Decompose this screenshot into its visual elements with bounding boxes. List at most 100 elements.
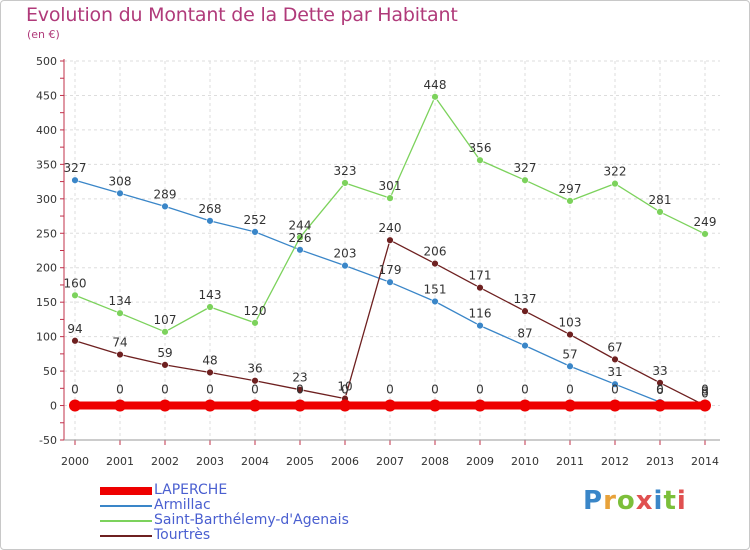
data-point-tourtr-s <box>431 259 439 268</box>
data-point-armillac <box>206 217 214 225</box>
data-point-laperche <box>564 399 576 412</box>
data-label-tourtr-s: 0 <box>701 387 709 401</box>
data-point-tourtr-s <box>161 361 169 369</box>
y-tick-label: -50 <box>39 434 57 447</box>
data-label-laperche: 0 <box>566 383 574 397</box>
data-label-armillac: 226 <box>289 231 312 245</box>
data-label-laperche: 0 <box>521 383 529 397</box>
data-label-tourtr-s: 67 <box>607 340 622 354</box>
data-point-saint-barth-lemy-d-agenais <box>521 176 529 184</box>
data-point-saint-barth-lemy-d-agenais <box>251 319 259 327</box>
logo-letter: t <box>663 486 677 516</box>
data-label-laperche: 0 <box>71 383 79 397</box>
data-point-tourtr-s <box>386 236 394 244</box>
logo-letter: x <box>635 486 654 516</box>
data-label-laperche: 0 <box>701 383 709 397</box>
legend-label: LAPERCHE <box>154 482 228 498</box>
y-tick-label: 350 <box>36 158 57 171</box>
logo-letter: o <box>616 486 636 516</box>
data-label-saint-barth-lemy-d-agenais: 323 <box>334 164 357 178</box>
data-point-laperche <box>654 399 666 412</box>
data-point-tourtr-s <box>476 284 484 292</box>
data-label-laperche: 0 <box>341 383 349 397</box>
data-label-saint-barth-lemy-d-agenais: 120 <box>244 304 267 318</box>
data-label-laperche: 0 <box>296 383 304 397</box>
data-point-tourtr-s <box>521 307 529 315</box>
y-tick-label: 0 <box>50 400 57 413</box>
data-label-armillac: 3 <box>701 384 709 398</box>
x-tick-label: 2008 <box>421 455 449 468</box>
x-tick-label: 2005 <box>286 455 314 468</box>
data-label-tourtr-s: 240 <box>379 221 402 235</box>
data-point-armillac <box>161 202 169 211</box>
y-tick-label: 150 <box>36 296 57 309</box>
data-point-saint-barth-lemy-d-agenais <box>296 233 304 242</box>
data-label-laperche: 0 <box>476 383 484 397</box>
legend-label: Saint-Barthélemy-d'Agenais <box>154 512 349 528</box>
data-point-laperche <box>339 399 351 412</box>
data-label-armillac: 252 <box>244 213 267 227</box>
data-point-armillac <box>116 189 124 198</box>
y-tick-label: 450 <box>36 89 57 102</box>
data-point-saint-barth-lemy-d-agenais <box>116 309 124 317</box>
data-label-saint-barth-lemy-d-agenais: 327 <box>514 161 537 175</box>
data-label-tourtr-s: 23 <box>292 371 307 385</box>
data-point-saint-barth-lemy-d-agenais <box>566 197 574 205</box>
data-label-saint-barth-lemy-d-agenais: 448 <box>424 78 447 92</box>
logo-letter: P <box>583 486 604 516</box>
data-label-saint-barth-lemy-d-agenais: 356 <box>469 141 492 155</box>
x-tick-label: 2007 <box>376 455 404 468</box>
y-tick-label: 400 <box>36 124 57 137</box>
data-label-saint-barth-lemy-d-agenais: 281 <box>649 193 672 207</box>
data-point-tourtr-s <box>296 385 304 394</box>
data-point-saint-barth-lemy-d-agenais <box>476 156 484 164</box>
x-tick-label: 2014 <box>691 455 719 468</box>
data-point-tourtr-s <box>611 355 619 364</box>
chart-subtitle: (en €) <box>27 28 60 41</box>
x-tick-label: 2000 <box>61 455 89 468</box>
data-label-laperche: 0 <box>656 383 664 397</box>
data-point-saint-barth-lemy-d-agenais <box>431 93 439 101</box>
data-point-tourtr-s <box>206 368 214 377</box>
data-label-saint-barth-lemy-d-agenais: 322 <box>604 165 627 179</box>
data-label-saint-barth-lemy-d-agenais: 160 <box>64 276 87 290</box>
data-point-saint-barth-lemy-d-agenais <box>71 291 79 299</box>
data-label-tourtr-s: 94 <box>67 322 82 336</box>
x-tick-label: 2004 <box>241 455 269 468</box>
y-tick-label: 100 <box>36 331 57 344</box>
data-label-armillac: 289 <box>154 187 177 201</box>
data-label-saint-barth-lemy-d-agenais: 143 <box>199 288 222 302</box>
data-point-tourtr-s <box>566 330 574 339</box>
data-point-laperche <box>204 399 216 412</box>
x-tick-label: 2006 <box>331 455 359 468</box>
data-label-laperche: 0 <box>431 383 439 397</box>
logo-letter: i <box>653 486 664 516</box>
data-point-laperche <box>114 399 126 412</box>
data-point-saint-barth-lemy-d-agenais <box>341 179 349 187</box>
data-label-armillac: 308 <box>109 174 132 188</box>
data-label-armillac: 179 <box>379 263 402 277</box>
data-label-saint-barth-lemy-d-agenais: 301 <box>379 179 402 193</box>
data-label-tourtr-s: 36 <box>247 362 262 376</box>
data-label-laperche: 0 <box>251 383 259 397</box>
logo-letter: r <box>603 486 617 516</box>
data-label-saint-barth-lemy-d-agenais: 134 <box>109 294 132 308</box>
data-label-tourtr-s: 10 <box>337 380 352 394</box>
x-tick-label: 2009 <box>466 455 494 468</box>
x-tick-label: 2011 <box>556 455 584 468</box>
x-tick-label: 2003 <box>196 455 224 468</box>
data-point-saint-barth-lemy-d-agenais <box>161 328 169 336</box>
x-tick-label: 2002 <box>151 455 179 468</box>
data-point-tourtr-s <box>71 337 79 345</box>
data-point-armillac <box>521 341 529 350</box>
y-tick-label: 50 <box>43 365 57 378</box>
legend-swatch-saint-barth-lemy-d-agenais <box>100 520 152 522</box>
x-tick-label: 2010 <box>511 455 539 468</box>
data-point-armillac <box>476 321 484 330</box>
legend-swatch-tourtr-s <box>100 535 152 537</box>
data-label-laperche: 0 <box>206 383 214 397</box>
data-label-tourtr-s: 206 <box>424 245 447 259</box>
data-label-armillac: 87 <box>517 327 532 341</box>
data-label-armillac: 31 <box>607 365 622 379</box>
